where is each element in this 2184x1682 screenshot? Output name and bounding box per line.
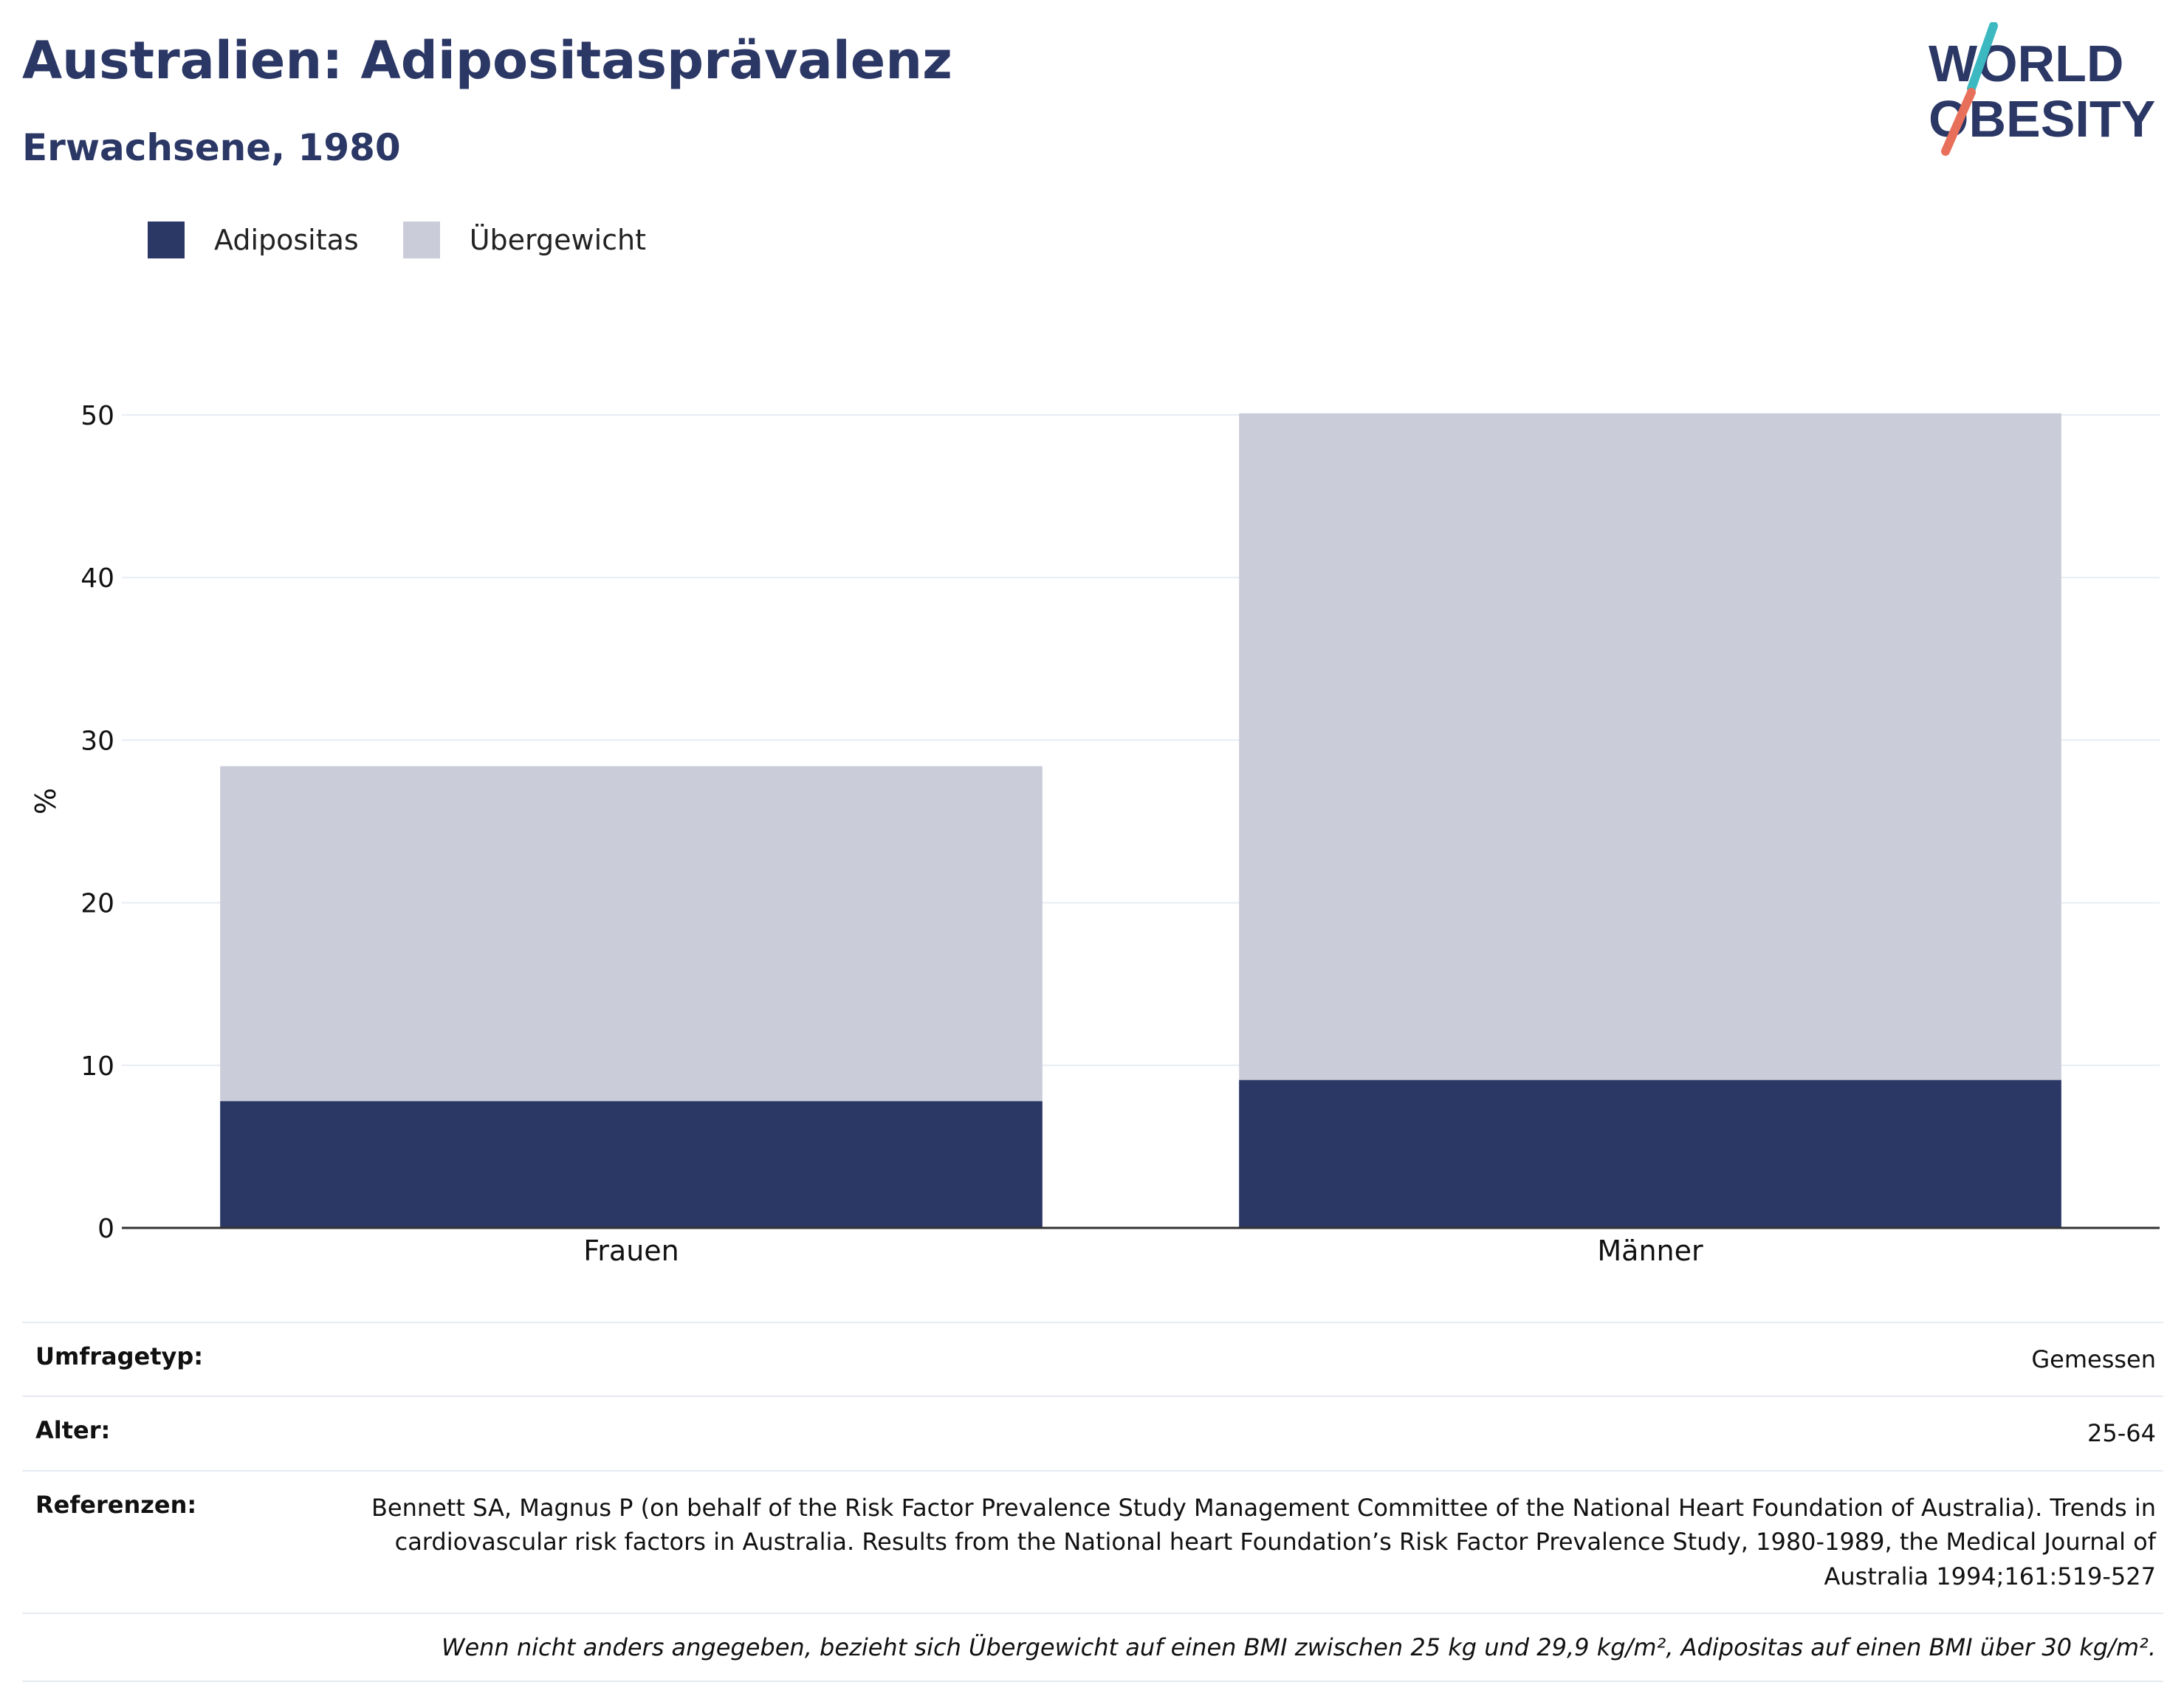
y-tick-label-20: 20 (80, 889, 114, 919)
chart-legend: Adipositas Übergewicht (148, 222, 690, 258)
meta-row-survey: Umfragetyp: Gemessen (22, 1322, 2163, 1396)
chart-subtitle: Erwachsene, 1980 (22, 126, 401, 169)
y-tick-label-0: 0 (97, 1214, 114, 1244)
legend-label-overweight: Übergewicht (469, 224, 646, 256)
age-label: Alter: (35, 1416, 111, 1445)
metadata-table: Umfragetyp: Gemessen Alter: 25-64 Refere… (22, 1322, 2163, 1682)
legend-swatch-overweight (402, 222, 440, 258)
legend-item-overweight[interactable]: Übergewicht (402, 222, 646, 258)
y-tick-label-10: 10 (80, 1051, 114, 1082)
survey-type-value: Gemessen (2031, 1345, 2156, 1373)
definition-note: Wenn nicht anders angegeben, bezieht sic… (441, 1633, 2156, 1661)
chart-title: Australien: Adipositasprävalenz (22, 30, 952, 91)
legend-label-obesity: Adipositas (214, 224, 359, 256)
survey-type-label: Umfragetyp: (35, 1342, 204, 1370)
references-value: Bennett SA, Magnus P (on behalf of the R… (371, 1493, 2156, 1590)
legend-item-obesity[interactable]: Adipositas (148, 222, 359, 258)
bar-chart: 0 10 20 30 40 50% Frauen Männer (30, 401, 2160, 1267)
world-obesity-logo: WORLD OBESITY (1929, 22, 2155, 156)
meta-row-references: Referenzen: Bennett SA, Magnus P (on beh… (22, 1469, 2163, 1613)
bar-adipositas-1 (1239, 1079, 2061, 1228)
y-axis-label: % (30, 788, 62, 814)
meta-row-age: Alter: 25-64 (22, 1396, 2163, 1469)
legend-swatch-obesity (148, 222, 185, 258)
age-value: 25-64 (2087, 1419, 2156, 1448)
bar-uebergewicht-0 (220, 766, 1043, 1102)
x-tick-label-1: Männer (1597, 1235, 1703, 1267)
bar-uebergewicht-1 (1239, 413, 2061, 1080)
x-tick-label-0: Frauen (583, 1235, 679, 1267)
bar-adipositas-0 (220, 1101, 1043, 1228)
y-tick-label-50: 50 (80, 401, 114, 431)
meta-row-note: Wenn nicht anders angegeben, bezieht sic… (22, 1612, 2163, 1682)
logo-line-1: WORLD (1929, 35, 2123, 92)
logo-slash-coral (1941, 88, 1976, 156)
y-tick-label-30: 30 (80, 726, 114, 756)
logo-slash-teal (1967, 22, 1998, 93)
references-label: Referenzen: (35, 1490, 197, 1519)
y-tick-label-40: 40 (80, 563, 114, 594)
